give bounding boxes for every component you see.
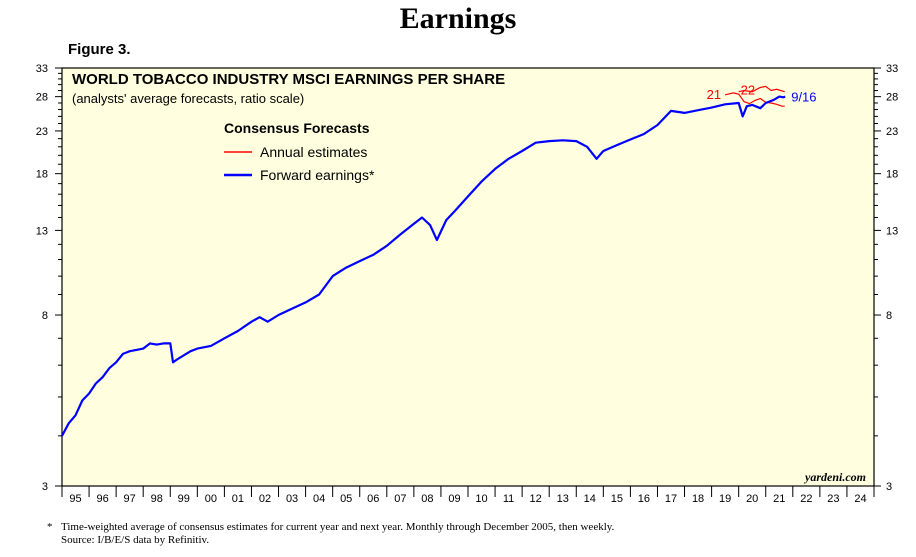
- footnote: * Time-weighted average of consensus esti…: [47, 521, 614, 547]
- annual-estimates-line-22: [738, 85, 785, 93]
- x-tick-label: 08: [421, 493, 433, 505]
- footnote-text: Time-weighted average of consensus estim…: [61, 521, 615, 533]
- x-tick-label: 22: [800, 493, 812, 505]
- y-tick-label-right: 28: [886, 92, 898, 104]
- x-tick-label: 02: [259, 493, 271, 505]
- y-tick-label-right: 13: [886, 225, 898, 237]
- annual-estimates-label-22: 22: [741, 83, 755, 98]
- y-tick-label-right: 33: [886, 63, 898, 75]
- forward-earnings-line: [61, 95, 786, 437]
- x-tick-label: 05: [340, 493, 352, 505]
- page-title: Earnings: [399, 2, 517, 35]
- legend: Consensus Forecasts Annual estimates For…: [224, 120, 375, 183]
- y-tick-label-left: 3: [42, 481, 48, 493]
- y-tick-label-left: 28: [36, 92, 48, 104]
- chart-subtitle: (analysts' average forecasts, ratio scal…: [72, 91, 304, 106]
- x-tick-label: 15: [611, 493, 623, 505]
- y-tick-label-right: 18: [886, 169, 898, 181]
- footnote-marker: *: [47, 521, 53, 533]
- x-tick-label: 14: [584, 493, 596, 505]
- series-layer: 21 22 9/16: [61, 83, 817, 437]
- x-tick-label: 13: [557, 493, 569, 505]
- x-tick-label: 07: [394, 493, 406, 505]
- x-tick-label: 23: [827, 493, 839, 505]
- x-tick-label: 09: [448, 493, 460, 505]
- y-tick-label-left: 13: [36, 225, 48, 237]
- x-tick-label: 16: [638, 493, 650, 505]
- x-tick-label: 04: [313, 493, 325, 505]
- x-tick-label: 17: [665, 493, 677, 505]
- x-tick-label: 96: [96, 493, 108, 505]
- y-tick-label-left: 23: [36, 126, 48, 138]
- y-tick-label-left: 33: [36, 63, 48, 75]
- x-tick-label: 95: [69, 493, 81, 505]
- legend-title: Consensus Forecasts: [224, 120, 370, 136]
- x-tick-label: 11: [503, 493, 514, 505]
- plot-area: [61, 67, 875, 487]
- source-text: Source: I/B/E/S data by Refinitiv.: [61, 534, 210, 546]
- x-tick-label: 12: [530, 493, 542, 505]
- x-tick-label: 03: [286, 493, 298, 505]
- x-tick-label: 10: [475, 493, 487, 505]
- x-tick-label: 97: [124, 493, 136, 505]
- y-tick-label-right: 3: [886, 481, 892, 493]
- y-tick-label-left: 18: [36, 169, 48, 181]
- annual-estimates-line-21: [724, 92, 785, 107]
- watermark: yardeni.com: [803, 470, 866, 484]
- figure-label: Figure 3.: [68, 41, 131, 58]
- x-tick-label: 19: [719, 493, 731, 505]
- y-tick-label-right: 8: [886, 310, 892, 322]
- x-tick-label: 01: [232, 493, 244, 505]
- y-tick-label-right: 23: [886, 126, 898, 138]
- y-tick-label-left: 8: [42, 310, 48, 322]
- x-tick-label: 20: [746, 493, 758, 505]
- forward-earnings-end-label: 9/16: [791, 90, 816, 105]
- x-tick-label: 24: [854, 493, 866, 505]
- x-tick-label: 98: [151, 493, 163, 505]
- x-tick-label: 21: [773, 493, 785, 505]
- x-tick-label: 06: [367, 493, 379, 505]
- footnote-line: * Time-weighted average of consensus esti…: [47, 521, 614, 534]
- x-tick-label: 18: [692, 493, 704, 505]
- chart-title: WORLD TOBACCO INDUSTRY MSCI EARNINGS PER…: [72, 71, 505, 88]
- annual-estimates-label-21: 21: [707, 87, 721, 102]
- x-tick-label: 00: [205, 493, 217, 505]
- legend-forward-label: Forward earnings*: [260, 167, 375, 183]
- x-tick-label: 99: [178, 493, 190, 505]
- legend-annual-label: Annual estimates: [260, 144, 367, 160]
